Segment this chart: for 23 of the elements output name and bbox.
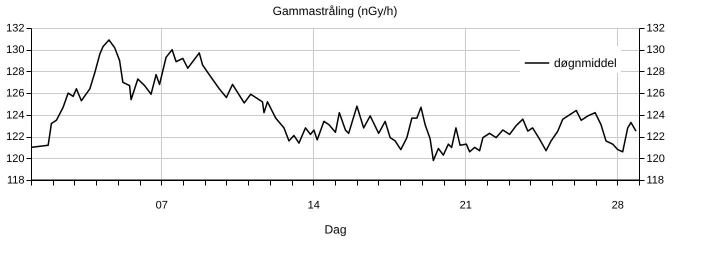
y2-tick-label: 120	[646, 152, 665, 165]
y-tick-label: 118	[6, 174, 24, 186]
x-tick-label: 28	[612, 200, 624, 212]
y-tick-label: 120	[6, 152, 24, 165]
x-tick-label: 07	[156, 200, 168, 212]
y2-tick-label: 128	[646, 66, 665, 78]
y-tick-label: 128	[6, 66, 24, 78]
chart-title: Gammastråling (nGy/h)	[272, 4, 398, 18]
x-axis-title: Dag	[324, 222, 347, 236]
y2-tick-label: 124	[646, 109, 665, 122]
y2-tick-label: 132	[646, 22, 665, 34]
y-tick-label: 126	[6, 88, 24, 100]
y-tick-label: 132	[6, 22, 24, 34]
legend-label: døgnmiddel	[554, 56, 617, 70]
y-tick-label: 122	[6, 131, 24, 144]
y2-tick-label: 118	[646, 174, 664, 186]
y2-tick-label: 122	[646, 131, 665, 144]
x-tick-label: 21	[460, 200, 472, 212]
y2-tick-label: 130	[646, 44, 665, 56]
x-tick-label: 14	[308, 200, 320, 212]
y2-tick-label: 126	[646, 88, 665, 100]
y-tick-label: 130	[6, 44, 24, 56]
y-tick-label: 124	[6, 109, 24, 122]
